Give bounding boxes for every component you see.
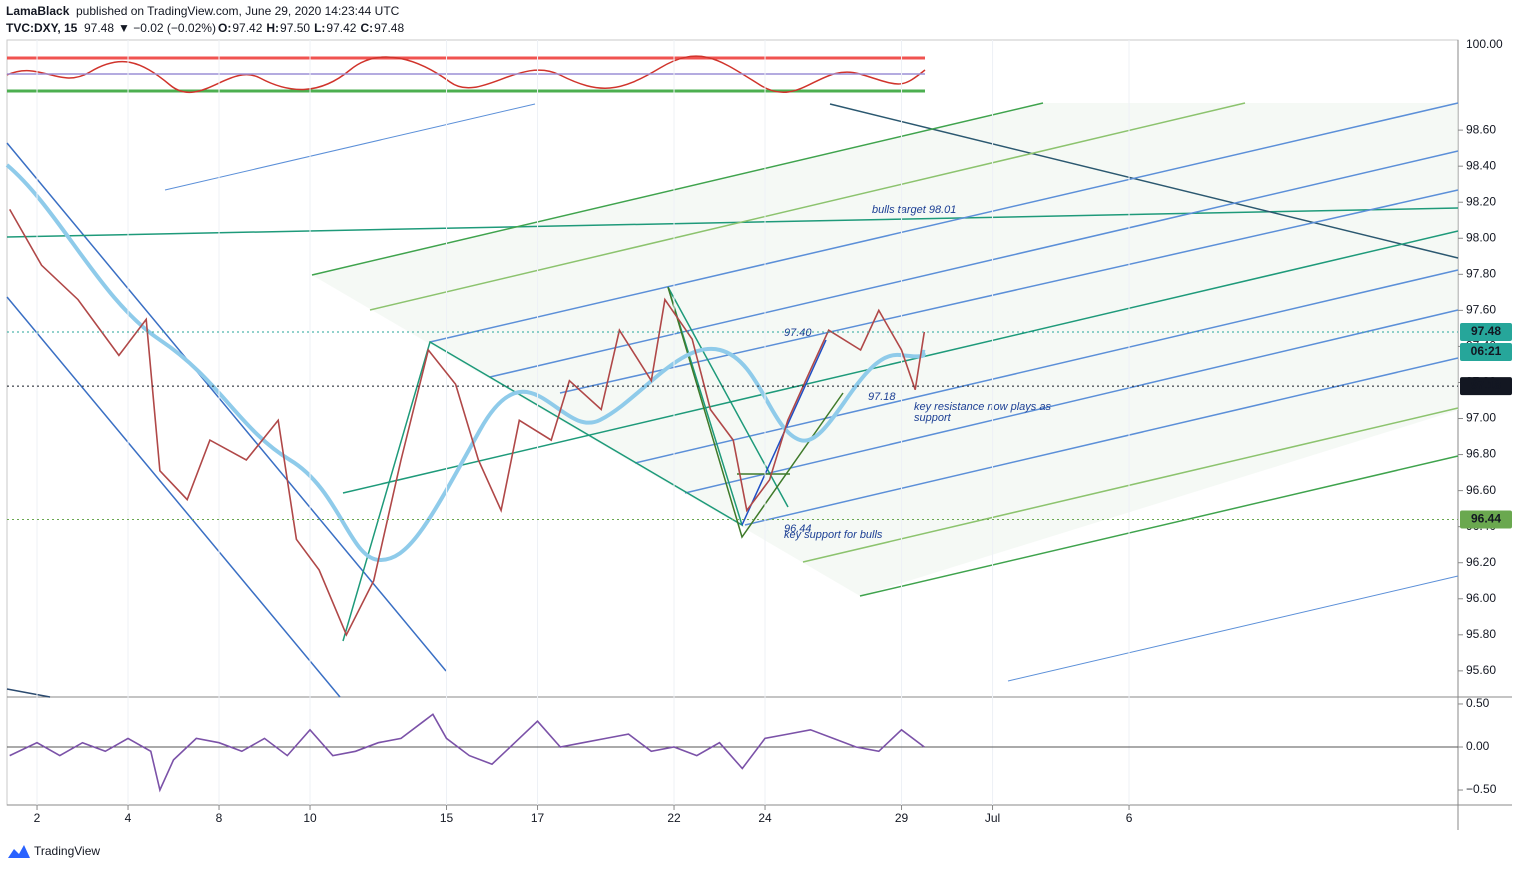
y-tick-label: 96.00 [1466,591,1496,605]
annotation: 96.44 [784,523,812,535]
price-marker-label: 97.48 [1471,324,1501,338]
annotation: key resistance now plays as [914,401,1051,413]
price-line [9,209,926,637]
x-tick-label: 15 [440,811,454,825]
pitchfork-line [369,102,1246,311]
annotation: support [914,412,952,424]
pitchfork-median [342,230,1459,494]
y-tick-label: 98.20 [1466,194,1496,208]
pitchfork-line [634,269,1459,464]
trendline [6,688,51,698]
pitchfork-zone [312,103,1458,596]
symbol: TVC:DXY, 15 [6,21,78,35]
published: published on TradingView.com, June 29, 2… [76,4,400,18]
y-tick-label: 0.50 [1466,696,1490,710]
x-tick-label: 2 [34,811,41,825]
countdown-box [1460,343,1512,361]
pitchfork-line [559,189,1459,394]
ohlc-label: O: [218,21,231,35]
channel-line [6,296,341,698]
ohlc-value: 97.42 [232,21,262,35]
last-price: 97.48 [84,21,114,35]
pitchfork-line [311,102,1044,276]
x-tick-label: 22 [667,811,681,825]
price-marker-label: 97.18 [1471,378,1501,392]
pitchfork-line [429,102,1459,343]
ohlc-label: H: [266,21,279,35]
price-line [9,713,925,793]
trendline [6,207,1459,238]
y-tick-label: 98.40 [1466,158,1496,172]
pitchfork-line [744,357,1459,526]
annotation: 97.40 [784,327,812,339]
y-tick-label: 97.00 [1466,411,1496,425]
y-tick-label: 98.00 [1466,230,1496,244]
y-tick-label: 0.00 [1466,739,1490,753]
y-tick-label: −0.50 [1466,782,1497,796]
moving-average [5,163,926,563]
ohlc-label: C: [360,21,373,35]
pitchfork-line [802,407,1459,563]
y-tick-label: 95.80 [1466,627,1496,641]
pitchfork-line [859,455,1459,597]
x-tick-label: 10 [303,811,317,825]
countdown: 06:21 [1471,344,1502,358]
y-tick-label: 98.60 [1466,122,1496,136]
y-tick-label: 95.60 [1466,663,1496,677]
price-marker-label: 96.44 [1471,512,1501,526]
ohlc-value: 97.48 [374,21,404,35]
pitchfork-line [684,309,1459,494]
trendline [1007,575,1459,682]
x-tick-label: 24 [758,811,772,825]
x-tick-label: 29 [895,811,909,825]
change: ▼ −0.02 (−0.02%) [118,21,216,35]
price-marker [1460,510,1512,529]
ohlc-label: L: [314,21,325,35]
annotation: bulls target 98.01 [872,204,956,216]
author: LamaBlack [6,4,70,18]
annotations: bulls target 98.01 97.40 97.18 key resis… [784,204,1051,541]
y-tick-label: 97.80 [1466,266,1496,280]
y-tick-label: 96.80 [1466,447,1496,461]
x-tick-label: Jul [985,811,1000,825]
trendline [164,103,536,191]
trendline [829,103,1459,259]
price-marker [1460,323,1512,341]
y-tick-label: 97.60 [1466,303,1496,317]
overlay-tick-label: 100.00 [1466,37,1503,51]
price-marker [1460,377,1512,396]
ohlc-value: 97.50 [280,21,310,35]
y-tick-label: 96.60 [1466,483,1496,497]
annotation: key support for bulls [784,529,883,541]
x-tick-label: 4 [125,811,132,825]
x-tick-label: 8 [216,811,223,825]
brand: TradingView [34,844,100,858]
x-tick-label: 6 [1126,811,1133,825]
annotation: 97.18 [868,391,896,403]
x-tick-label: 17 [531,811,545,825]
pitchfork-line [489,150,1459,378]
y-tick-label: 96.20 [1466,555,1496,569]
ohlc-value: 97.42 [326,21,356,35]
logo [8,845,30,858]
indicator-line [6,55,926,93]
